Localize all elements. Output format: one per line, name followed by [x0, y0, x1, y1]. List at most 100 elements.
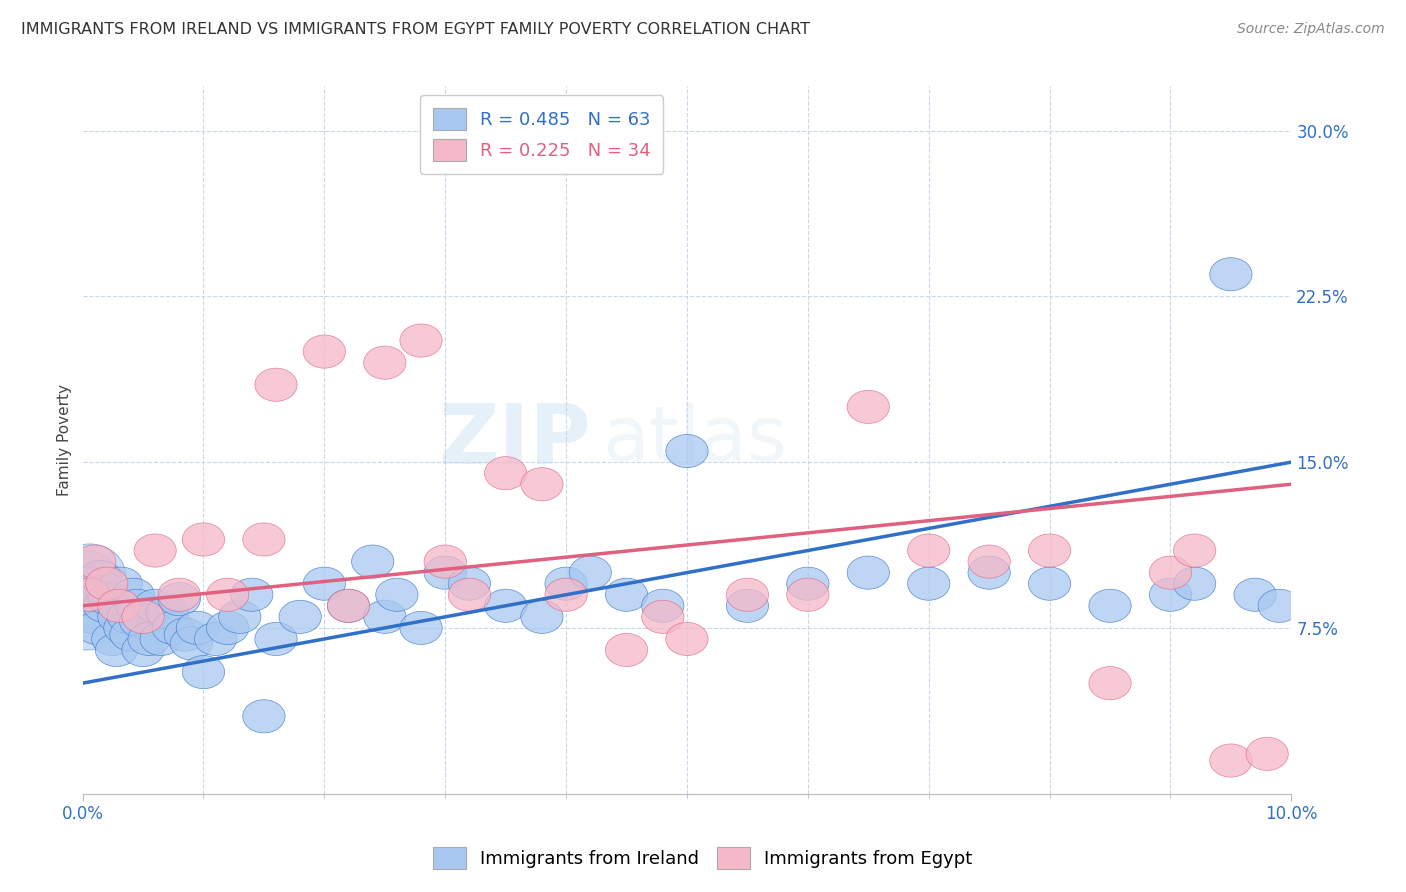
Ellipse shape — [243, 523, 285, 556]
Ellipse shape — [207, 611, 249, 645]
Ellipse shape — [666, 623, 709, 656]
Ellipse shape — [122, 633, 165, 666]
Ellipse shape — [520, 467, 562, 500]
Y-axis label: Family Poverty: Family Poverty — [58, 384, 72, 496]
Ellipse shape — [364, 346, 406, 379]
Ellipse shape — [375, 578, 418, 611]
Ellipse shape — [666, 434, 709, 467]
Ellipse shape — [67, 567, 110, 600]
Ellipse shape — [1234, 578, 1277, 611]
Ellipse shape — [97, 590, 141, 623]
Ellipse shape — [194, 623, 236, 656]
Ellipse shape — [96, 633, 138, 666]
Ellipse shape — [170, 627, 212, 660]
Ellipse shape — [243, 699, 285, 733]
Ellipse shape — [86, 574, 128, 607]
Ellipse shape — [134, 590, 176, 623]
Ellipse shape — [352, 545, 394, 578]
Ellipse shape — [425, 545, 467, 578]
Ellipse shape — [107, 600, 149, 633]
Ellipse shape — [848, 556, 890, 590]
Ellipse shape — [73, 578, 115, 611]
Ellipse shape — [254, 623, 297, 656]
Ellipse shape — [231, 578, 273, 611]
Ellipse shape — [207, 578, 249, 611]
Ellipse shape — [51, 583, 124, 650]
Ellipse shape — [1088, 666, 1132, 699]
Ellipse shape — [328, 590, 370, 623]
Ellipse shape — [73, 545, 115, 578]
Ellipse shape — [49, 550, 121, 617]
Ellipse shape — [104, 611, 146, 645]
Ellipse shape — [97, 600, 141, 633]
Ellipse shape — [364, 600, 406, 633]
Ellipse shape — [641, 590, 683, 623]
Ellipse shape — [641, 600, 683, 633]
Ellipse shape — [141, 623, 183, 656]
Text: ZIP: ZIP — [437, 400, 591, 481]
Ellipse shape — [1028, 534, 1071, 567]
Ellipse shape — [157, 578, 201, 611]
Ellipse shape — [67, 578, 110, 611]
Ellipse shape — [80, 560, 122, 594]
Ellipse shape — [1209, 258, 1253, 291]
Ellipse shape — [449, 578, 491, 611]
Ellipse shape — [967, 545, 1011, 578]
Ellipse shape — [146, 596, 188, 629]
Ellipse shape — [425, 556, 467, 590]
Ellipse shape — [967, 556, 1011, 590]
Ellipse shape — [1149, 578, 1192, 611]
Ellipse shape — [157, 582, 201, 615]
Ellipse shape — [218, 600, 262, 633]
Ellipse shape — [254, 368, 297, 401]
Ellipse shape — [606, 578, 648, 611]
Ellipse shape — [1174, 567, 1216, 600]
Ellipse shape — [120, 605, 162, 638]
Ellipse shape — [304, 335, 346, 368]
Ellipse shape — [485, 590, 527, 623]
Ellipse shape — [176, 611, 218, 645]
Ellipse shape — [122, 600, 165, 633]
Legend: Immigrants from Ireland, Immigrants from Egypt: Immigrants from Ireland, Immigrants from… — [425, 838, 981, 879]
Ellipse shape — [546, 578, 588, 611]
Ellipse shape — [907, 567, 950, 600]
Ellipse shape — [399, 324, 443, 357]
Ellipse shape — [76, 611, 118, 645]
Ellipse shape — [165, 618, 207, 651]
Ellipse shape — [787, 567, 830, 600]
Ellipse shape — [1088, 590, 1132, 623]
Ellipse shape — [134, 534, 176, 567]
Ellipse shape — [569, 556, 612, 590]
Ellipse shape — [485, 457, 527, 490]
Ellipse shape — [1028, 567, 1071, 600]
Ellipse shape — [546, 567, 588, 600]
Ellipse shape — [1209, 744, 1253, 777]
Ellipse shape — [278, 600, 322, 633]
Ellipse shape — [89, 582, 131, 615]
Ellipse shape — [727, 578, 769, 611]
Ellipse shape — [787, 578, 830, 611]
Ellipse shape — [128, 623, 170, 656]
Ellipse shape — [86, 567, 128, 600]
Ellipse shape — [83, 590, 125, 623]
Legend: R = 0.485   N = 63, R = 0.225   N = 34: R = 0.485 N = 63, R = 0.225 N = 34 — [420, 95, 664, 174]
Ellipse shape — [53, 544, 127, 610]
Ellipse shape — [907, 534, 950, 567]
Ellipse shape — [1246, 738, 1288, 771]
Text: IMMIGRANTS FROM IRELAND VS IMMIGRANTS FROM EGYPT FAMILY POVERTY CORRELATION CHAR: IMMIGRANTS FROM IRELAND VS IMMIGRANTS FR… — [21, 22, 810, 37]
Ellipse shape — [183, 656, 225, 689]
Ellipse shape — [449, 567, 491, 600]
Ellipse shape — [115, 590, 157, 623]
Ellipse shape — [727, 590, 769, 623]
Ellipse shape — [152, 611, 194, 645]
Text: atlas: atlas — [602, 403, 787, 477]
Ellipse shape — [399, 611, 443, 645]
Ellipse shape — [91, 623, 134, 656]
Ellipse shape — [520, 600, 562, 633]
Ellipse shape — [848, 391, 890, 424]
Ellipse shape — [100, 567, 142, 600]
Ellipse shape — [72, 600, 114, 633]
Ellipse shape — [606, 633, 648, 666]
Ellipse shape — [1258, 590, 1301, 623]
Ellipse shape — [110, 618, 152, 651]
